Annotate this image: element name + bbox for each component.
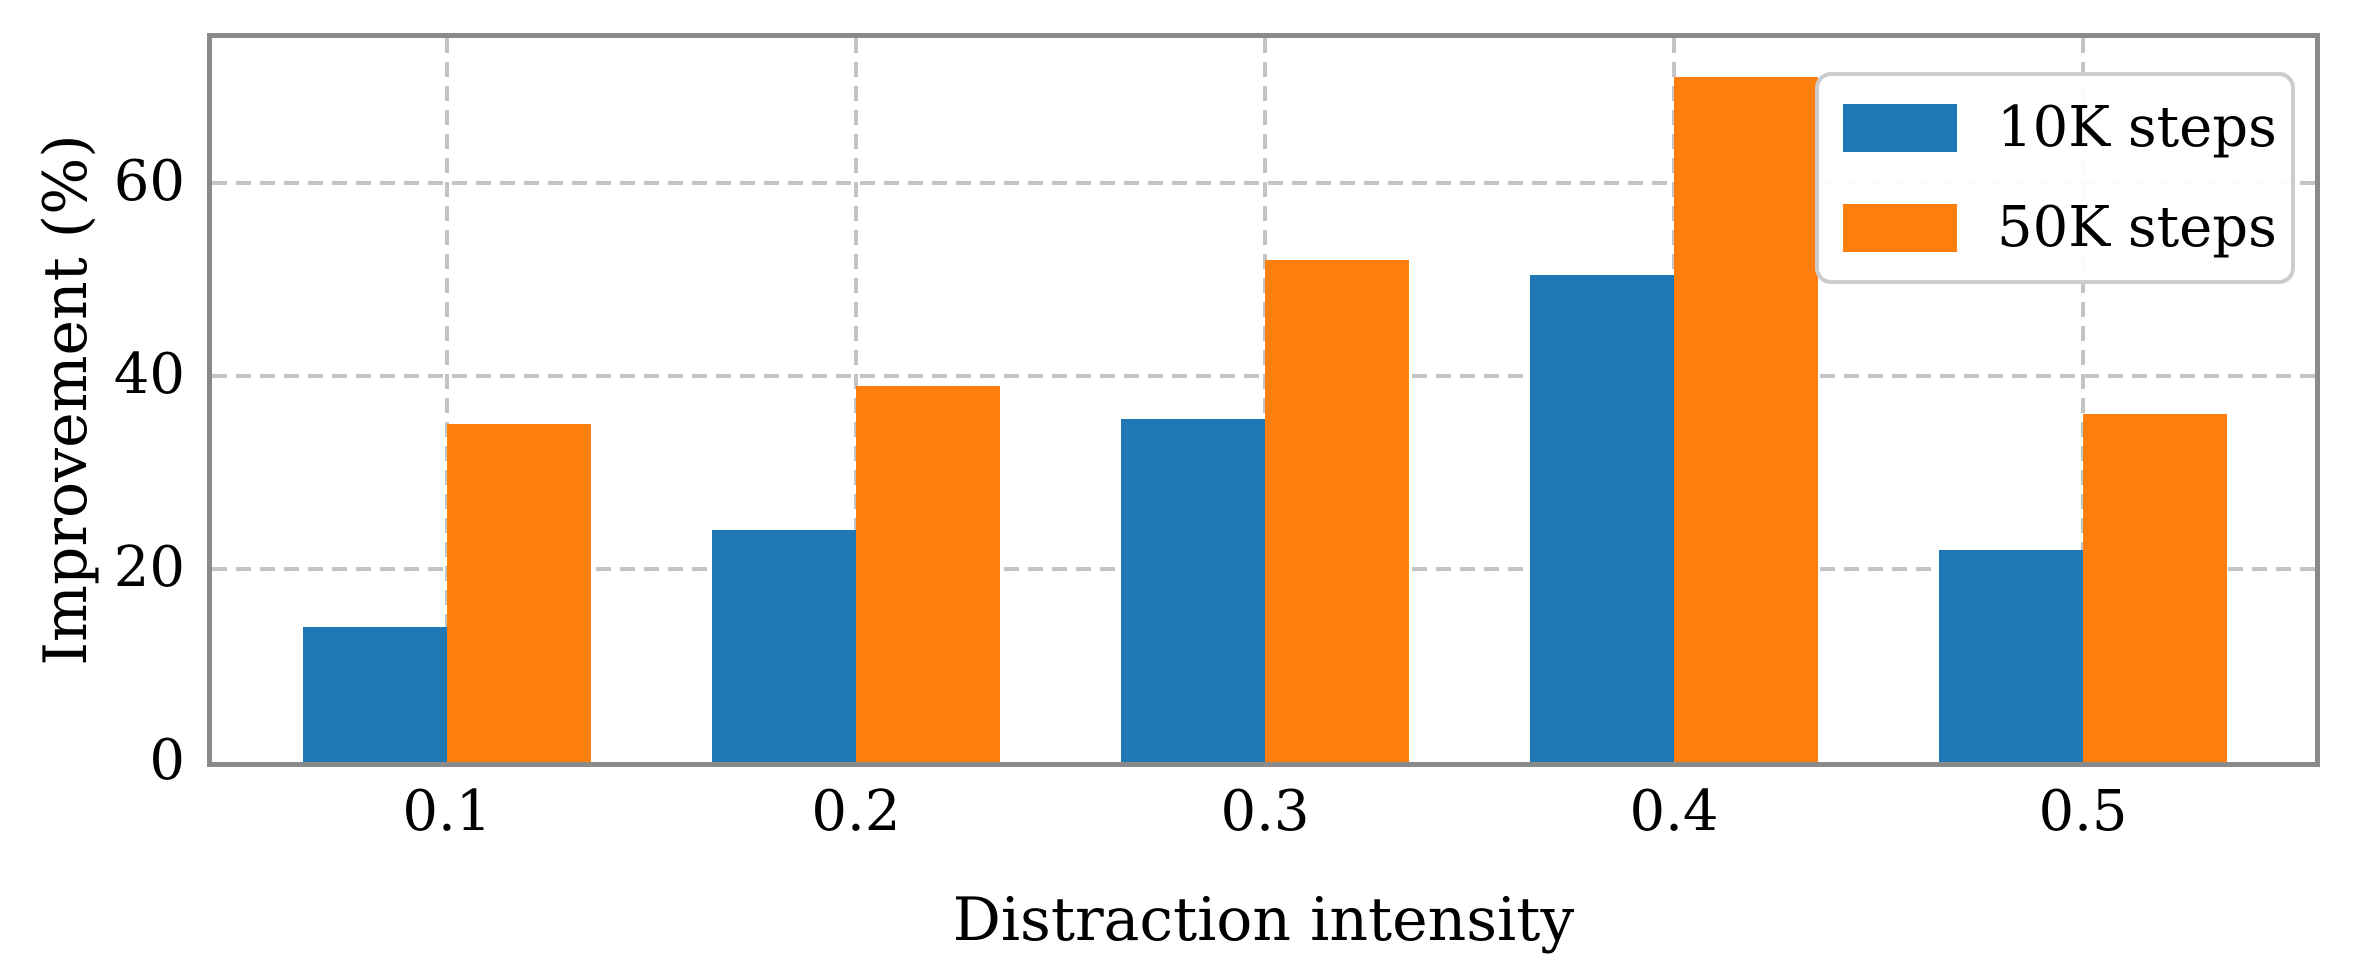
bar-10k-steps-x0.2	[711, 530, 856, 762]
bars-layer	[212, 38, 2315, 762]
x-axis-title: Distraction intensity	[952, 885, 1575, 955]
x-tick-label: 0.1	[402, 779, 492, 844]
legend-item: 10K steps	[1843, 100, 2291, 156]
y-tick-label: 40	[113, 341, 185, 407]
legend-label: 10K steps	[1997, 95, 2277, 160]
bar-10k-steps-x0.5	[1938, 549, 2084, 762]
legend: 10K steps 50K steps	[1815, 72, 2295, 284]
tick-labels-layer: 0 20 40 60 0.1 0.2 0.3 0.4 0.5	[114, 38, 2315, 839]
x-gridline	[2081, 38, 2086, 762]
bar-50k-steps-x0.4	[1674, 76, 1819, 762]
x-tick-label: 0.4	[1629, 779, 1719, 844]
y-tick-label: 60	[113, 148, 185, 214]
bar-10k-steps-x0.4	[1529, 274, 1674, 762]
x-tick-label: 0.3	[1220, 779, 1310, 844]
legend-swatch-blue	[1843, 104, 1957, 152]
bar-10k-steps-x0.3	[1120, 419, 1265, 762]
bar-50k-steps-x0.1	[446, 424, 591, 762]
x-tick-label: 0.5	[2038, 779, 2128, 844]
legend-label: 50K steps	[1997, 195, 2277, 260]
x-gridline	[444, 38, 449, 762]
bar-50k-steps-x0.3	[1264, 260, 1410, 762]
y-tick-label: 20	[113, 534, 185, 600]
bar-10k-steps-x0.1	[302, 626, 447, 762]
legend-swatch-orange	[1843, 204, 1957, 252]
legend-item: 50K steps	[1843, 200, 2291, 256]
y-tick-label: 0	[149, 727, 185, 793]
y-axis-title: Improvement (%)	[31, 134, 101, 666]
bar-50k-steps-x0.2	[855, 385, 1000, 762]
x-tick-label: 0.2	[811, 779, 901, 844]
bar-50k-steps-x0.5	[2083, 414, 2228, 762]
